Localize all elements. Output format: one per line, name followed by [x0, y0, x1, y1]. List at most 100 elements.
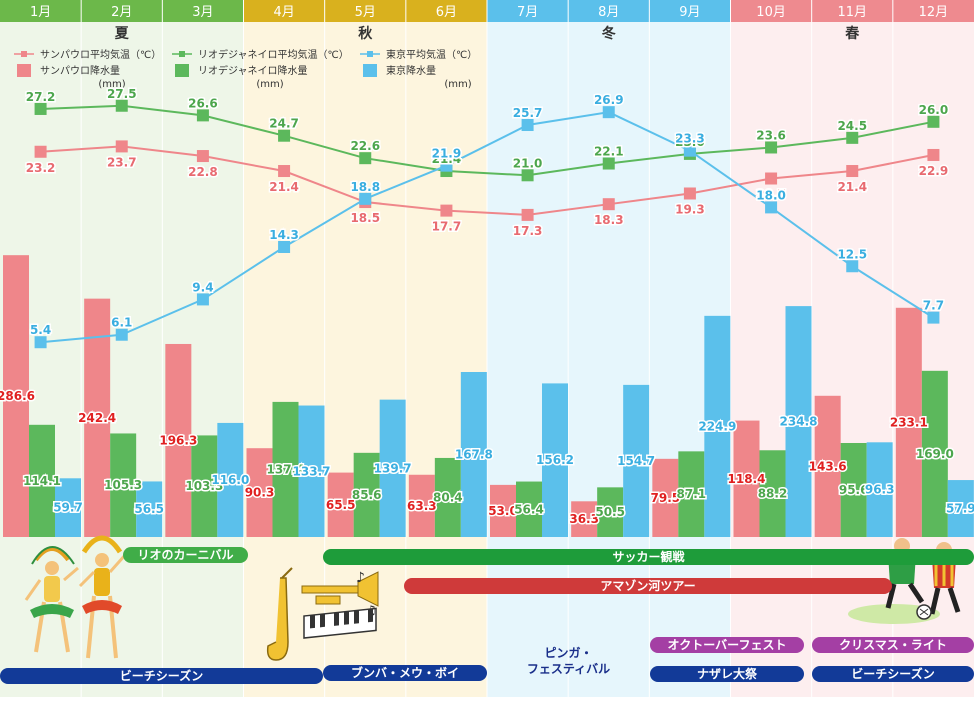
- month-label: 3月: [192, 5, 213, 20]
- bar-value-label: 196.3: [159, 433, 197, 447]
- bar-value-label: 234.8: [780, 415, 818, 429]
- line-value-label: 23.3: [675, 132, 705, 146]
- legend-label: サンパウロ平均気温（℃）: [40, 48, 161, 61]
- month-label: 1月: [30, 5, 51, 20]
- month-label: 2月: [111, 5, 132, 20]
- bar-value-label: 85.6: [352, 488, 382, 502]
- legend-unit: (mm): [444, 79, 471, 90]
- event-pill: クリスマス・ライト: [812, 637, 974, 653]
- line-point: [603, 158, 615, 170]
- season-band: [0, 42, 244, 697]
- line-value-label: 19.3: [675, 202, 705, 216]
- line-value-label: 21.0: [513, 156, 543, 170]
- line-point: [846, 132, 858, 144]
- line-point: [116, 140, 128, 152]
- bar-value-label: 114.1: [23, 474, 61, 488]
- month-label: 8月: [598, 5, 619, 20]
- bar-value-label: 242.4: [78, 411, 116, 425]
- line-value-label: 14.3: [269, 228, 299, 242]
- line-value-label: 12.5: [837, 247, 867, 261]
- legend-label: リオデジャネイロ降水量: [198, 64, 308, 77]
- bar-value-label: 167.8: [455, 447, 493, 461]
- line-point: [765, 173, 777, 185]
- line-value-label: 22.6: [350, 139, 380, 153]
- event-pill: ナザレ大祭: [650, 666, 804, 682]
- line-value-label: 23.6: [756, 128, 786, 142]
- line-value-label: 23.7: [107, 155, 137, 169]
- line-value-label: 21.4: [269, 180, 299, 194]
- line-value-label: 24.7: [269, 117, 299, 131]
- line-value-label: 17.3: [513, 224, 543, 238]
- line-value-label: 5.4: [30, 323, 51, 337]
- bar-value-label: 143.6: [809, 459, 847, 473]
- season-label: 春: [844, 25, 860, 42]
- legend-label: 東京降水量: [386, 64, 436, 77]
- bar-value-label: 233.1: [890, 415, 928, 429]
- month-label: 12月: [919, 5, 949, 20]
- month-label: 9月: [679, 5, 700, 20]
- event-pill: サッカー観戦: [323, 549, 974, 565]
- svg-text:♪: ♪: [356, 570, 365, 586]
- line-value-label: 25.7: [513, 106, 543, 120]
- line-point: [684, 187, 696, 199]
- line-point: [765, 201, 777, 213]
- event-text-line: ピンガ・: [487, 645, 650, 661]
- line-point: [35, 336, 47, 348]
- month-label: 4月: [273, 5, 294, 20]
- legend-marker-swatch: [179, 51, 185, 57]
- line-value-label: 22.8: [188, 165, 218, 179]
- bar-value-label: 96.3: [865, 483, 895, 497]
- line-point: [927, 149, 939, 161]
- line-point: [197, 109, 209, 121]
- bar-value-label: 88.2: [758, 487, 788, 501]
- line-point: [116, 100, 128, 112]
- legend-marker-swatch: [367, 51, 373, 57]
- line-point: [197, 150, 209, 162]
- line-point: [522, 119, 534, 131]
- legend-label: サンパウロ降水量: [40, 64, 120, 77]
- svg-text:♫: ♫: [366, 603, 377, 617]
- line-point: [278, 165, 290, 177]
- line-point: [846, 260, 858, 272]
- line-point: [522, 209, 534, 221]
- legend-marker-swatch: [21, 51, 27, 57]
- bar-value-label: 57.9: [946, 502, 974, 516]
- line-value-label: 9.4: [192, 280, 213, 294]
- line-value-label: 26.6: [188, 96, 218, 110]
- legend-label: リオデジャネイロ平均気温（℃）: [198, 48, 349, 61]
- legend-bar-swatch: [363, 64, 377, 77]
- line-value-label: 27.2: [26, 90, 56, 104]
- month-label: 5月: [355, 5, 376, 20]
- event-pill: リオのカーニバル: [123, 547, 248, 563]
- line-value-label: 22.9: [919, 164, 949, 178]
- bar-value-label: 133.7: [293, 464, 331, 478]
- line-point: [603, 106, 615, 118]
- bar-value-label: 169.0: [916, 447, 954, 461]
- bar-value-label: 59.7: [53, 501, 83, 515]
- line-point: [35, 146, 47, 158]
- bar-value-label: 139.7: [374, 461, 412, 475]
- legend-bar-swatch: [17, 64, 31, 77]
- line-point: [278, 241, 290, 253]
- line-point: [359, 193, 371, 205]
- bar-value-label: 116.0: [211, 473, 249, 487]
- line-value-label: 18.8: [350, 180, 380, 194]
- line-value-label: 6.1: [111, 316, 132, 330]
- line-value-label: 7.7: [923, 299, 944, 313]
- event-pill: ビーチシーズン: [812, 666, 974, 682]
- bar-value-label: 286.6: [0, 389, 35, 403]
- event-pill: ブンバ・メウ・ボイ: [323, 665, 487, 681]
- bar-value-label: 90.3: [245, 486, 275, 500]
- month-label: 7月: [517, 5, 538, 20]
- month-label: 11月: [837, 5, 867, 20]
- line-value-label: 24.5: [837, 119, 867, 133]
- line-point: [116, 329, 128, 341]
- line-value-label: 23.2: [26, 161, 56, 175]
- line-value-label: 18.5: [350, 211, 380, 225]
- month-label: 6月: [436, 5, 457, 20]
- season-label: 冬: [602, 25, 616, 42]
- line-point: [197, 293, 209, 305]
- line-point: [359, 152, 371, 164]
- bar-value-label: 80.4: [433, 490, 463, 504]
